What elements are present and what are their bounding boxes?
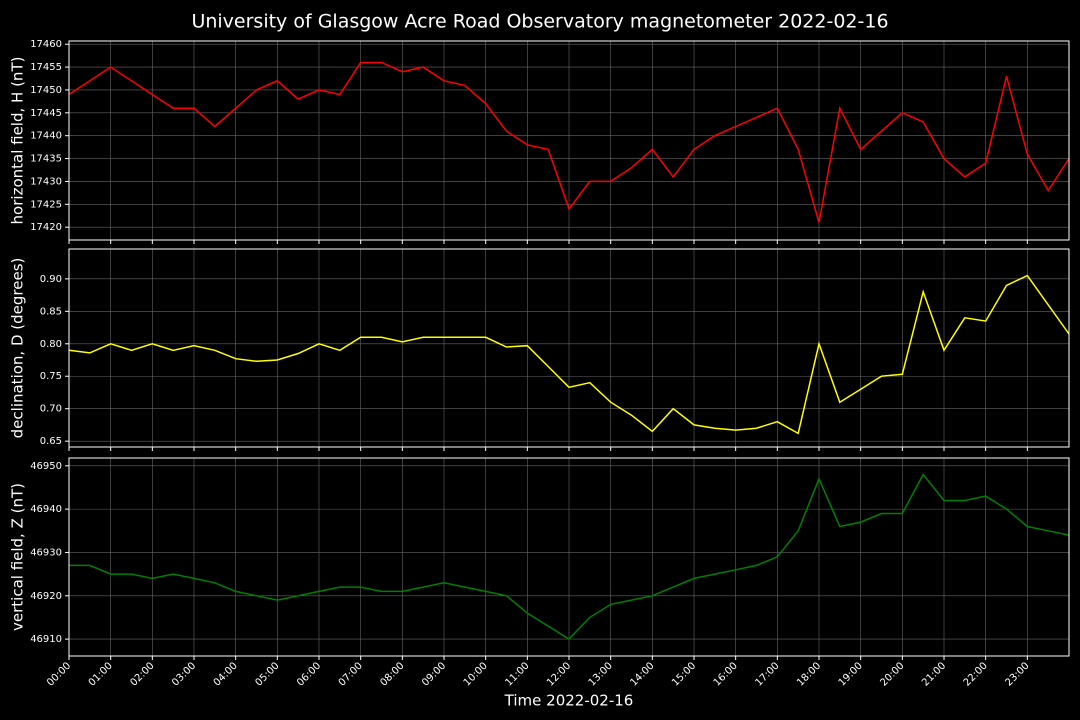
figure-title: University of Glasgow Acre Road Observat… [191,11,888,33]
axes-frame [68,40,1070,241]
y-tick-label: 46930 [30,547,62,558]
x-tick-label: 07:00 [337,660,365,688]
y-axis-label: declination, D (degrees) [9,258,27,439]
x-tick-label: 06:00 [295,660,323,688]
x-tick-label: 19:00 [837,660,865,688]
x-tick-label: 17:00 [753,660,781,688]
y-tick-label: 0.75 [40,371,62,382]
y-tick-label: 0.70 [40,404,62,415]
y-tick-label: 17425 [30,199,62,210]
data-line [68,274,1070,435]
y-tick-label: 17440 [30,131,62,142]
y-tick-label: 17420 [30,222,62,233]
x-axis-label: Time 2022-02-16 [504,692,634,710]
x-tick-label: 20:00 [878,660,906,688]
y-tick-label: 17430 [30,176,62,187]
x-tick-label: 15:00 [670,660,698,688]
y-axis-label: horizontal field, H (nT) [9,57,27,225]
x-tick-label: 09:00 [420,660,448,688]
x-tick-label: 23:00 [1003,660,1031,688]
x-tick-label: 00:00 [45,660,73,688]
y-tick-label: 0.85 [40,306,62,317]
x-tick-label: 03:00 [170,660,198,688]
y-tick-label: 46940 [30,504,62,515]
x-tick-label: 13:00 [587,660,615,688]
y-tick-label: 46920 [30,591,62,602]
y-tick-label: 46910 [30,634,62,645]
x-tick-label: 18:00 [795,660,823,688]
x-tick-label: 01:00 [87,660,115,688]
y-tick-label: 0.65 [40,436,62,447]
y-tick-label: 17450 [30,85,62,96]
data-line [69,473,1070,641]
y-tick-label: 17445 [30,108,62,119]
x-tick-label: 22:00 [962,660,990,688]
x-tick-label: 05:00 [253,660,281,688]
x-tick-label: 10:00 [462,660,490,688]
y-tick-label: 0.80 [40,339,62,350]
x-tick-label: 12:00 [545,660,573,688]
axes-frame [68,248,1070,448]
x-tick-label: 21:00 [920,660,948,688]
x-tick-label: 11:00 [503,660,531,688]
y-tick-label: 17455 [30,62,62,73]
x-tick-label: 14:00 [628,660,656,688]
x-tick-label: 16:00 [712,660,740,688]
data-line [68,61,1070,223]
y-axis-label: vertical field, Z (nT) [9,483,27,631]
x-tick-label: 04:00 [212,660,240,688]
y-tick-label: 17435 [30,154,62,165]
x-tick-label: 08:00 [378,660,406,688]
y-tick-label: 0.90 [40,274,62,285]
y-tick-label: 46950 [30,461,62,472]
x-tick-label: 02:00 [128,660,156,688]
axes-frame [68,457,1070,657]
y-tick-label: 17460 [30,39,62,50]
